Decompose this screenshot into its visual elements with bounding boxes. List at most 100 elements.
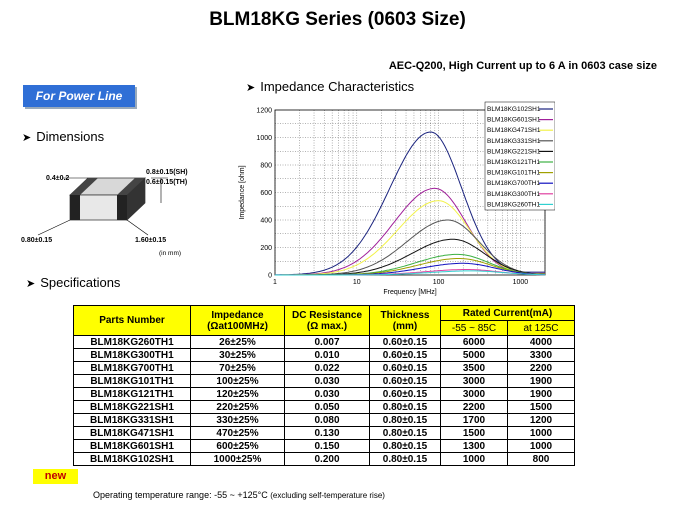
table-cell: 26±25% <box>190 335 285 349</box>
table-cell: 0.60±0.15 <box>369 387 441 401</box>
header-dcr-line1: DC Resistance <box>291 309 363 321</box>
right-electrode-top <box>117 178 145 195</box>
table-row: BLM18KG221SH1 220±25% 0.050 0.80±0.15 2200 15… <box>73 400 575 414</box>
table-cell: 0.60±0.15 <box>369 348 441 362</box>
footnote: Operating temperature range: -55 ~ +125°… <box>93 490 385 500</box>
table-row: BLM18KG260TH1 26±25% 0.007 0.60±0.15 6000 400… <box>73 335 575 349</box>
table-cell: 0.80±0.15 <box>369 400 441 414</box>
section-dimensions: ➤ Dimensions <box>22 129 104 144</box>
table-cell: 120±25% <box>190 387 285 401</box>
table-cell: 3500 <box>440 361 508 375</box>
x-tick-label: 1 <box>273 279 277 286</box>
for-power-line-badge: For Power Line <box>23 85 135 107</box>
table-cell: 0.80±0.15 <box>369 452 441 466</box>
table-cell: 3300 <box>507 348 575 362</box>
table-cell: 600±25% <box>190 439 285 453</box>
dim-line-width <box>37 219 71 236</box>
y-tick-label: 200 <box>260 245 272 252</box>
section-impedance-label: Impedance Characteristics <box>260 79 415 94</box>
header-impedance: Impedance (Ωat100MHz) <box>190 305 285 336</box>
y-tick-label: 1200 <box>256 108 272 115</box>
chart-ticks: 0 200 400 600 800 1000 1200 1 10 100 1000 <box>256 108 528 287</box>
table-row: BLM18KG471SH1 470±25% 0.130 0.80±0.15 1500 10… <box>73 426 575 440</box>
table-cell: 0.030 <box>284 374 370 388</box>
specifications-table: Parts Number Impedance (Ωat100MHz) DC Res… <box>73 305 575 466</box>
x-tick-label: 1000 <box>513 279 529 286</box>
table-cell: 1000±25% <box>190 452 285 466</box>
table-cell: 0.60±0.15 <box>369 361 441 375</box>
header-rated-85c: -55 ~ 85C <box>440 320 508 336</box>
legend-entry: BLM18KG101TH1 <box>487 170 540 177</box>
x-tick-label: 10 <box>353 279 361 286</box>
x-axis-label: Frequency [MHz] <box>383 289 436 296</box>
dim-top-left: 0.4±0.2 <box>46 175 69 182</box>
legend-entry: BLM18KG102SH1 <box>487 106 541 113</box>
table-cell: 0.030 <box>284 387 370 401</box>
table-cell: 1500 <box>507 400 575 414</box>
table-cell: 1900 <box>507 374 575 388</box>
legend-entry: BLM18KG300TH1 <box>487 191 540 198</box>
series-line-blm18kg471sh1 <box>275 200 545 276</box>
dim-bottom-left: 0.80±0.15 <box>21 237 52 244</box>
x-tick-label: 100 <box>433 279 445 286</box>
right-electrode <box>117 195 127 220</box>
header-rated-current: Rated Current(mA) <box>440 305 575 321</box>
page-title: BLM18KG Series (0603 Size) <box>209 9 466 30</box>
table-cell: BLM18KG601SH1 <box>73 439 191 453</box>
table-cell: 1300 <box>440 439 508 453</box>
table-cell: 800 <box>507 452 575 466</box>
legend-entry: BLM18KG260TH1 <box>487 201 540 208</box>
table-cell: 6000 <box>440 335 508 349</box>
table-row: BLM18KG102SH1 1000±25% 0.200 0.80±0.15 1000 8… <box>73 452 575 466</box>
y-tick-label: 400 <box>260 218 272 225</box>
subtitle: AEC-Q200, High Current up to 6 A in 0603… <box>388 60 657 72</box>
table-cell: 330±25% <box>190 413 285 427</box>
table-cell: 0.80±0.15 <box>369 426 441 440</box>
table-cell: 470±25% <box>190 426 285 440</box>
table-cell: 5000 <box>440 348 508 362</box>
arrow-bullet-icon: ➤ <box>22 132 32 144</box>
table-cell: 0.050 <box>284 400 370 414</box>
header-thk-line1: Thickness <box>380 309 430 321</box>
y-tick-label: 600 <box>260 190 272 197</box>
chart-legend: BLM18KG102SH1 BLM18KG601SH1 BLM18KG471SH1 B… <box>484 101 555 211</box>
table-cell: 0.200 <box>284 452 370 466</box>
table-cell: 0.007 <box>284 335 370 349</box>
table-cell: BLM18KG471SH1 <box>73 426 191 440</box>
chip-dimension-drawing: 0.4±0.2 0.8±0.15(SH) 0.6±0.15(TH) 0.80±0… <box>21 169 188 257</box>
table-row: BLM18KG101TH1 100±25% 0.030 0.60±0.15 3000 19… <box>73 374 575 388</box>
footnote-small: (excluding self-temperature rise) <box>270 491 385 500</box>
header-impedance-line2: (Ωat100MHz) <box>207 320 268 332</box>
table-cell: 220±25% <box>190 400 285 414</box>
dim-bottom-right: 1.60±0.15 <box>135 237 166 244</box>
table-cell: 0.010 <box>284 348 370 362</box>
legend-entry: BLM18KG601SH1 <box>487 117 541 124</box>
table-cell: 0.80±0.15 <box>369 413 441 427</box>
left-electrode <box>70 195 80 220</box>
table-cell: 3000 <box>440 374 508 388</box>
dim-right-2: 0.6±0.15(TH) <box>146 179 187 186</box>
legend-entry: BLM18KG471SH1 <box>487 127 541 134</box>
series-line-blm18kg601sh1 <box>274 187 545 276</box>
table-cell: BLM18KG102SH1 <box>73 452 191 466</box>
legend-entry: BLM18KG700TH1 <box>487 180 540 187</box>
table-cell: BLM18KG700TH1 <box>73 361 191 375</box>
series-line-blm18kg260th1 <box>275 270 546 276</box>
header-rated-125c: at 125C <box>507 320 575 336</box>
y-tick-label: 800 <box>260 163 272 170</box>
table-cell: 1000 <box>507 439 575 453</box>
section-impedance: ➤ Impedance Characteristics <box>246 79 414 94</box>
table-cell: 0.80±0.15 <box>369 439 441 453</box>
table-cell: 2200 <box>507 361 575 375</box>
table-row: BLM18KG331SH1 330±25% 0.080 0.80±0.15 1700 12… <box>73 413 575 427</box>
legend-entry: BLM18KG331SH1 <box>487 138 541 145</box>
header-dc-resistance: DC Resistance (Ω max.) <box>284 305 370 336</box>
chart-curves <box>274 131 546 276</box>
table-cell: 1900 <box>507 387 575 401</box>
table-row: BLM18KG601SH1 600±25% 0.150 0.80±0.15 1300 10… <box>73 439 575 453</box>
table-cell: BLM18KG121TH1 <box>73 387 191 401</box>
table-cell: 0.080 <box>284 413 370 427</box>
header-impedance-line1: Impedance <box>211 309 264 321</box>
header-thickness: Thickness (mm) <box>369 305 441 336</box>
arrow-bullet-icon: ➤ <box>246 82 256 94</box>
